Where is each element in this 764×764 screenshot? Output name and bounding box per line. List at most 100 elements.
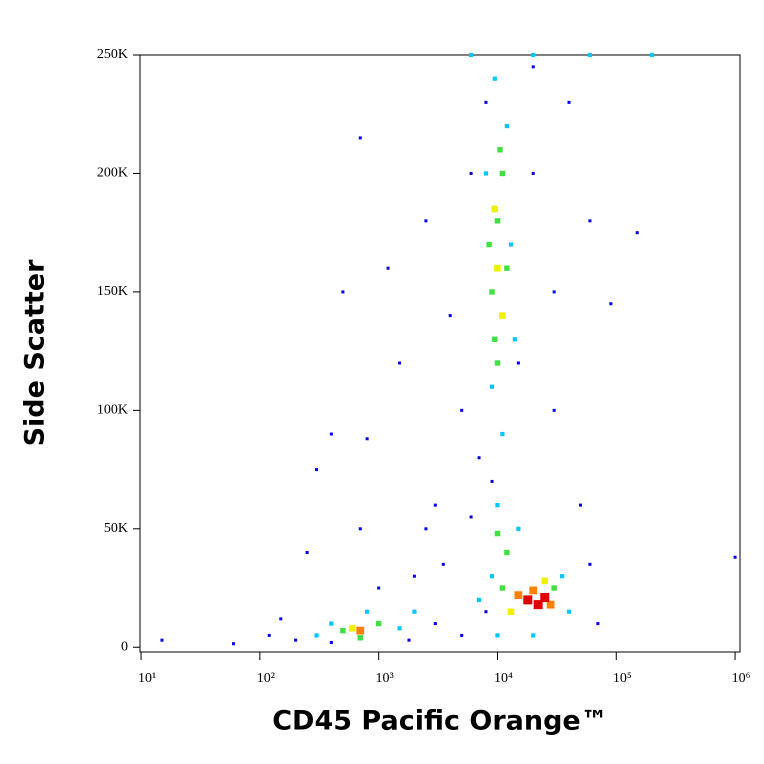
point xyxy=(477,456,481,460)
point xyxy=(533,600,543,610)
y-tick-label: 150K xyxy=(97,284,128,299)
point xyxy=(294,638,298,642)
point xyxy=(500,431,505,437)
point xyxy=(587,52,593,58)
point xyxy=(491,205,499,213)
point xyxy=(567,100,571,104)
point xyxy=(566,609,572,614)
point xyxy=(489,289,495,295)
point xyxy=(375,620,382,627)
point xyxy=(356,626,365,635)
point xyxy=(448,314,452,318)
point xyxy=(469,171,473,175)
point xyxy=(609,302,613,306)
point xyxy=(507,608,515,616)
point xyxy=(424,527,428,531)
point xyxy=(504,549,510,556)
point xyxy=(531,65,535,69)
point xyxy=(516,361,520,365)
y-tick-label: 0 xyxy=(121,639,128,654)
point xyxy=(531,171,535,175)
point xyxy=(552,408,556,412)
point xyxy=(560,574,565,579)
point xyxy=(551,585,557,591)
point xyxy=(349,625,356,632)
x-tick-label: 10⁶ xyxy=(732,671,751,686)
point xyxy=(267,633,271,637)
x-tick-label: 10³ xyxy=(376,671,394,686)
point xyxy=(357,635,363,641)
point xyxy=(529,586,538,595)
x-tick-label: 10⁴ xyxy=(494,671,513,686)
point xyxy=(494,264,501,272)
point xyxy=(484,100,488,104)
y-tick-label: 250K xyxy=(97,47,128,62)
point xyxy=(531,52,536,58)
point xyxy=(499,170,506,177)
point xyxy=(314,633,319,638)
point xyxy=(508,242,514,247)
point xyxy=(340,627,346,634)
point xyxy=(365,609,370,614)
point xyxy=(596,622,600,626)
point xyxy=(499,312,506,319)
point xyxy=(329,641,333,645)
x-tick-label: 10¹ xyxy=(138,671,156,686)
point xyxy=(358,527,362,531)
point xyxy=(231,642,235,646)
point xyxy=(377,586,381,590)
point xyxy=(469,515,473,519)
point xyxy=(329,621,334,626)
point xyxy=(531,633,536,638)
point xyxy=(424,219,428,223)
point xyxy=(579,503,583,507)
point xyxy=(358,136,362,140)
y-tick-label: 50K xyxy=(104,521,128,536)
point xyxy=(483,171,489,176)
point xyxy=(512,337,517,342)
point xyxy=(523,595,533,605)
point xyxy=(516,526,521,531)
point xyxy=(469,52,474,58)
point xyxy=(489,384,495,389)
point xyxy=(499,585,506,591)
point xyxy=(315,468,319,472)
x-tick-label: 10² xyxy=(257,671,275,686)
point xyxy=(279,617,283,621)
point xyxy=(588,219,592,223)
point xyxy=(552,290,556,294)
point xyxy=(305,551,309,554)
point xyxy=(412,609,417,614)
point xyxy=(635,231,639,235)
y-tick-label: 200K xyxy=(97,166,128,181)
point xyxy=(546,600,555,609)
point xyxy=(398,361,402,365)
point xyxy=(386,266,390,270)
point xyxy=(486,241,492,248)
point xyxy=(160,638,164,642)
point xyxy=(460,408,464,412)
point xyxy=(329,432,333,436)
point xyxy=(649,52,655,58)
plot-frame xyxy=(139,54,741,653)
point xyxy=(733,555,737,559)
point xyxy=(495,633,500,638)
point xyxy=(494,360,501,366)
point xyxy=(494,530,501,537)
y-tick-label: 100K xyxy=(97,403,128,418)
point xyxy=(412,574,416,578)
point xyxy=(492,336,498,342)
point xyxy=(495,503,500,508)
point xyxy=(460,633,464,637)
point xyxy=(494,218,501,224)
point xyxy=(588,562,592,566)
y-axis-title: Side Scatter xyxy=(20,259,51,447)
point xyxy=(497,147,503,153)
point xyxy=(504,123,509,129)
point xyxy=(490,479,494,483)
point xyxy=(541,577,549,585)
x-axis-title: CD45 Pacific Orange™ xyxy=(272,706,608,737)
point xyxy=(397,626,402,631)
point xyxy=(441,562,445,566)
